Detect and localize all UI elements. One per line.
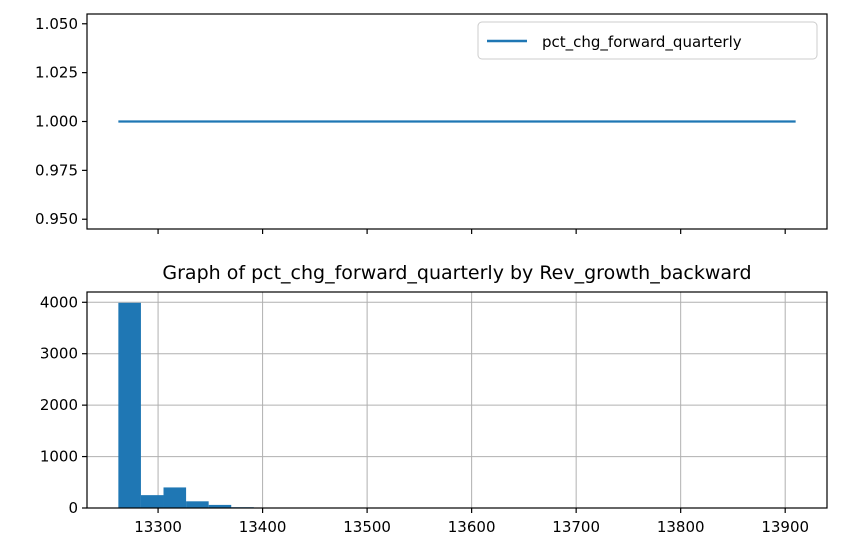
histogram-y-ticks: 0 1000 2000 3000 4000 — [40, 293, 87, 517]
histogram-x-tick-label: 13900 — [761, 518, 809, 536]
histogram-y-tick-label: 2000 — [40, 396, 78, 414]
histogram-x-tick-label: 13500 — [343, 518, 391, 536]
histogram-x-tick-label: 13800 — [657, 518, 705, 536]
legend-box — [477, 21, 818, 60]
line-chart-x-ticks — [157, 229, 786, 234]
line-chart-y-tick-label: 0.975 — [35, 161, 78, 179]
histogram-x-tick-label: 13700 — [552, 518, 600, 536]
histogram-x-tick-label: 13300 — [134, 518, 182, 536]
line-chart-panel: 0.950 0.975 1.000 1.025 1.050 pct_chg_forwar… — [35, 13, 828, 234]
legend: pct_chg_forward_quarterly — [477, 21, 818, 60]
line-chart-y-tick-label: 1.000 — [35, 113, 78, 131]
histogram-y-tick-label: 0 — [68, 499, 78, 517]
line-chart-y-tick-label: 1.050 — [35, 15, 78, 33]
histogram-bar — [118, 302, 141, 508]
line-chart-y-tick-label: 1.025 — [35, 64, 78, 82]
histogram-bar — [140, 495, 164, 508]
histogram-x-tick-label: 13600 — [448, 518, 496, 536]
line-chart-y-tick-label: 0.950 — [35, 210, 78, 228]
histogram-panel: Graph of pct_chg_forward_quarterly by Re… — [40, 262, 828, 536]
histogram-bar — [208, 504, 232, 508]
histogram-border — [86, 291, 828, 509]
histogram-plot-area — [87, 292, 827, 508]
legend-label: pct_chg_forward_quarterly — [542, 33, 742, 52]
histogram-y-tick-label: 3000 — [40, 345, 78, 363]
histogram-bars — [118, 302, 796, 508]
histogram-x-tick-label: 13400 — [239, 518, 287, 536]
histogram-x-ticks: 13300 13400 13500 13600 13700 13800 13900 — [134, 508, 809, 536]
histogram-bar — [186, 501, 209, 508]
histogram-y-tick-label: 1000 — [40, 448, 78, 466]
histogram-y-tick-label: 4000 — [40, 293, 78, 311]
histogram-bar — [163, 487, 187, 508]
line-chart-border — [86, 13, 828, 230]
line-chart-y-ticks: 0.950 0.975 1.000 1.025 1.050 — [35, 15, 87, 228]
histogram-title: Graph of pct_chg_forward_quarterly by Re… — [162, 262, 751, 284]
